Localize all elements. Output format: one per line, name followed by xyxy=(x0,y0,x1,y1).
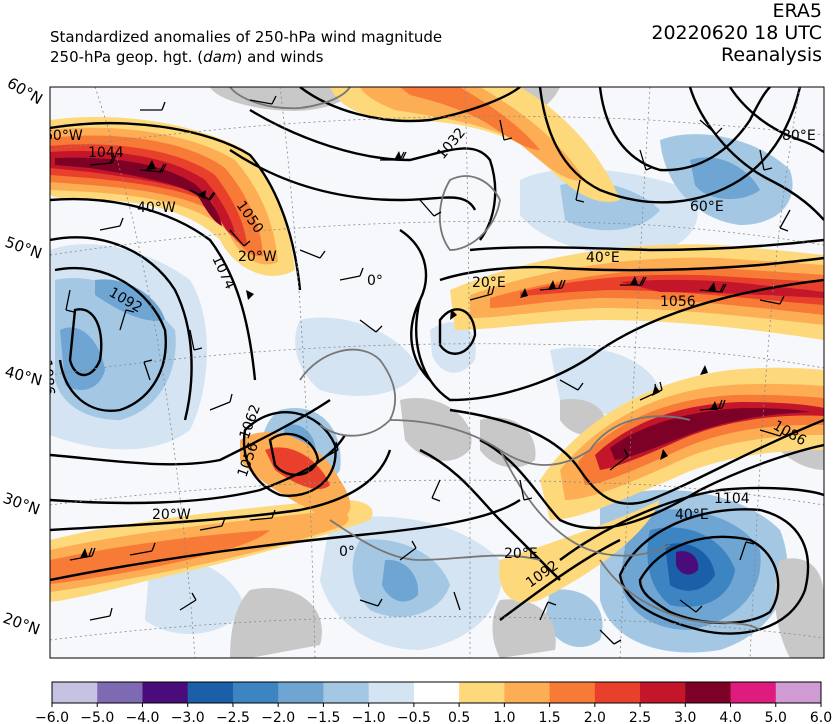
colorbar-box xyxy=(685,682,732,703)
title-line-1: Standardized anomalies of 250-hPa wind m… xyxy=(50,28,443,46)
colorbar-ticks: −6.0 −5.0 −4.0 −3.0 −2.5 −2.0 −1.5 −1.0 −0.5 0.5 1… xyxy=(35,703,832,724)
map-frame xyxy=(49,86,825,659)
positive-anomaly-areas xyxy=(50,87,824,603)
colorbar-box xyxy=(232,682,279,703)
colorbar-box xyxy=(97,682,143,703)
grid-label: 0° xyxy=(339,544,355,560)
colorbar-tick-label: −2.5 xyxy=(216,710,250,724)
colorbar-box xyxy=(504,682,551,703)
grid-label: 60°E xyxy=(690,199,724,215)
grid-label: 40°E xyxy=(675,507,709,523)
title-unit: dam xyxy=(203,48,237,66)
colorbar-frame xyxy=(51,681,822,704)
colorbar-box xyxy=(368,682,415,703)
height-label: 1056 xyxy=(660,294,696,310)
map-panel: 1044 1032 1050 1074 1092 1086 1062 1056 … xyxy=(38,87,824,658)
grid-label: 20°W xyxy=(152,507,191,523)
colorbar-tick-label: 3.0 xyxy=(674,710,696,724)
colorbar-box xyxy=(52,682,98,703)
colorbar-tick-label: −1.5 xyxy=(306,710,340,724)
grid-label: 20°E xyxy=(472,275,506,291)
wind-barbs xyxy=(65,95,791,645)
height-label: 1044 xyxy=(88,145,124,161)
info-block: ERA5 20220620 18 UTC Reanalysis xyxy=(651,0,822,66)
title-line-2-pre: 250-hPa geop. hgt. ( xyxy=(50,48,204,66)
colorbar-tick-label: 5.0 xyxy=(765,710,787,724)
product-label: Reanalysis xyxy=(721,44,822,66)
colorbar-tick-label: −6.0 xyxy=(35,710,69,724)
colorbar-boxes xyxy=(52,682,822,703)
dataset-label: ERA5 xyxy=(772,0,822,22)
coastlines xyxy=(229,87,761,631)
colorbar-tick-label: −3.0 xyxy=(171,710,205,724)
colorbar-tick-label: −5.0 xyxy=(80,710,114,724)
colorbar-box xyxy=(187,682,234,703)
colorbar-box xyxy=(730,682,777,703)
colorbar-tick-label: −0.5 xyxy=(397,710,431,724)
grid-label: 20°W xyxy=(238,249,277,265)
grid-label: 20°E xyxy=(504,546,538,562)
map-title: Standardized anomalies of 250-hPa wind m… xyxy=(50,27,442,67)
colorbar-box xyxy=(775,682,822,703)
height-label: 1086 xyxy=(38,359,57,396)
datetime-label: 20220620 18 UTC xyxy=(651,22,822,44)
colorbar-box xyxy=(142,682,189,703)
colorbar-tick-label: −1.0 xyxy=(352,710,386,724)
height-label: 1104 xyxy=(714,491,750,507)
grid-label: 0° xyxy=(367,273,383,289)
colorbar-box xyxy=(549,682,596,703)
colorbar-tick-label: 2.0 xyxy=(584,710,606,724)
grid-label: 80°E xyxy=(782,128,816,144)
height-contours xyxy=(50,87,824,635)
grid-label: 40°W xyxy=(137,200,176,216)
colorbar-tick-label: 4.0 xyxy=(719,710,741,724)
title-line-2: 250-hPa geop. hgt. (dam) and winds xyxy=(50,47,442,67)
colorbar-tick-label: 1.0 xyxy=(493,710,515,724)
graticule-labels: 60°W 40°W 20°W 0° 20°E 40°E 60°E 80°E 20… xyxy=(44,128,816,562)
colorbar-box xyxy=(413,682,460,703)
title-line-2-post: ) and winds xyxy=(236,48,324,66)
colorbar-box xyxy=(640,682,686,703)
grid-label: 60°W xyxy=(44,128,83,144)
colorbar-tick-label: 1.5 xyxy=(538,710,560,724)
colorbar-tick-label: 6.0 xyxy=(810,710,832,724)
wind-flags xyxy=(80,151,718,558)
grid-label: 40°E xyxy=(586,250,620,266)
colorbar-box xyxy=(278,682,324,703)
colorbar-tick-label: −2.0 xyxy=(261,710,295,724)
colorbar-box xyxy=(323,682,370,703)
colorbar-tick-label: 2.5 xyxy=(629,710,651,724)
colorbar-box xyxy=(594,682,641,703)
graticule xyxy=(50,87,824,658)
colorbar-tick-label: 0.5 xyxy=(448,710,470,724)
colorbar-box xyxy=(459,682,505,703)
colorbar-tick-label: −4.0 xyxy=(125,710,159,724)
